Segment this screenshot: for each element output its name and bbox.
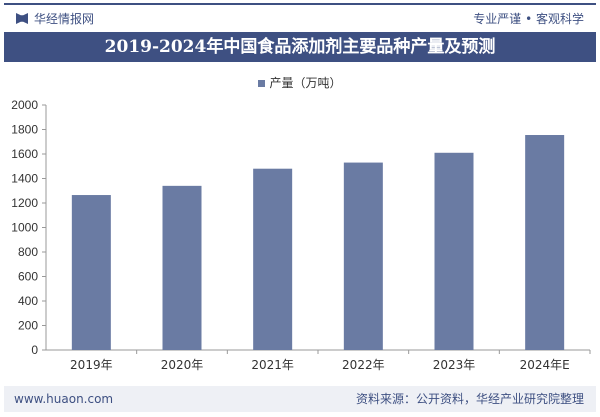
x-tick-label: 2022年 xyxy=(342,358,385,372)
y-tick-label: 1000 xyxy=(11,221,38,235)
y-tick-label: 1600 xyxy=(11,147,38,161)
x-tick-label: 2023年 xyxy=(433,358,476,372)
x-tick-label: 2019年 xyxy=(70,358,113,372)
source-note: 资料来源：公开资料，华经产业研究院整理 xyxy=(355,392,584,406)
legend-swatch xyxy=(258,80,266,87)
y-tick-label: 800 xyxy=(18,245,38,259)
y-tick-label: 1200 xyxy=(11,196,38,210)
top-rule xyxy=(4,3,596,5)
bar xyxy=(71,195,111,350)
y-tick-label: 1800 xyxy=(11,123,38,137)
bar xyxy=(525,135,565,350)
legend-label: 产量（万吨） xyxy=(269,76,342,90)
footer: www.huaon.com 资料来源：公开资料，华经产业研究院整理 xyxy=(4,386,596,412)
x-tick-label: 2021年 xyxy=(251,358,294,372)
y-tick-label: 400 xyxy=(18,294,38,308)
logo-icon xyxy=(16,13,28,24)
y-tick-label: 2000 xyxy=(11,98,38,112)
bar xyxy=(434,152,474,350)
brand-name: 华经情报网 xyxy=(34,12,95,26)
legend: 产量（万吨） xyxy=(0,74,600,91)
bar xyxy=(253,168,293,350)
chart-title: 2019-2024年中国食品添加剂主要品种产量及预测 xyxy=(4,32,596,62)
slogan: 专业严谨 • 客观科学 xyxy=(473,12,584,26)
brand: 华经情报网 xyxy=(16,10,94,27)
y-tick-label: 0 xyxy=(31,343,38,357)
y-tick-label: 600 xyxy=(18,270,38,284)
y-tick-label: 1400 xyxy=(11,172,38,186)
bar xyxy=(162,185,202,350)
x-tick-label: 2024年E xyxy=(520,358,570,372)
bar xyxy=(343,162,383,350)
x-tick-label: 2020年 xyxy=(161,358,204,372)
website: www.huaon.com xyxy=(14,392,114,406)
y-tick-label: 200 xyxy=(18,319,38,333)
